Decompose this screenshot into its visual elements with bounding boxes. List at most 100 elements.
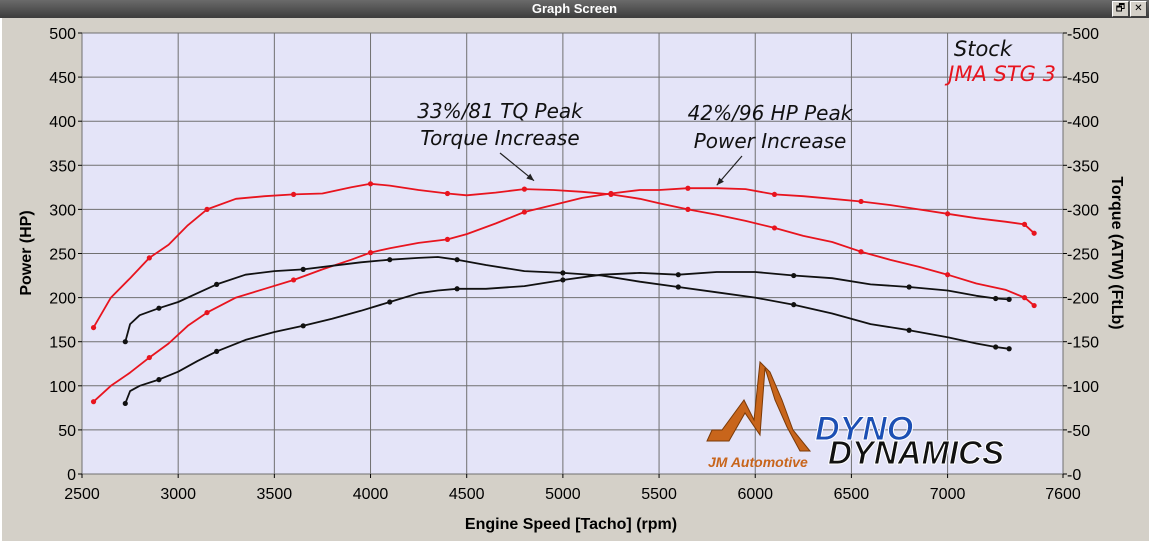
jma-stg-3-torque-point — [1031, 302, 1037, 309]
x-tick-label: 6500 — [834, 486, 870, 503]
jma-stg-3-power-point — [521, 209, 528, 215]
x-tick-label: 4000 — [353, 486, 389, 503]
y-axis-left-label: Power (HP) — [18, 210, 35, 295]
x-tick-label: 3500 — [257, 486, 293, 503]
jma-stg-3-torque-point — [146, 255, 152, 261]
x-tick-label: 7000 — [930, 486, 966, 503]
x-axis-label: Engine Speed [Tacho] (rpm) — [465, 516, 677, 533]
jma-stg-3-power-point — [90, 399, 97, 405]
stock-power-point — [387, 299, 393, 305]
stock-torque-point — [214, 281, 220, 287]
y-left-tick-label: 50 — [58, 423, 76, 440]
window-title: Graph Screen — [531, 1, 618, 16]
stock-power-point — [156, 377, 162, 383]
y-right-tick-label: -150 — [1067, 335, 1099, 352]
y-right-tick-label: -0 — [1067, 467, 1081, 484]
jma-stg-3-power-point — [944, 211, 951, 217]
y-left-tick-label: 450 — [49, 70, 76, 87]
stock-power-point — [214, 348, 220, 355]
y-right-tick-label: -350 — [1067, 158, 1099, 175]
jma-stg-3-power-point — [1031, 230, 1037, 236]
title-bar[interactable]: Graph Screen 🗗 ✕ — [0, 0, 1149, 18]
annotation-1-arrowhead — [526, 173, 535, 181]
jma-stg-3-torque-point — [944, 272, 951, 278]
y-left-tick-label: 0 — [67, 467, 76, 484]
logo-company-text: JM Automotive — [708, 454, 808, 470]
jma-stg-3-power-line — [92, 187, 1035, 403]
legend-jma-stg3: JMA STG 3 — [944, 62, 1056, 86]
y-right-tick-label: -300 — [1067, 202, 1099, 219]
y-right-tick-label: -450 — [1067, 70, 1099, 87]
annotation-1-line-2: Torque Increase — [420, 126, 579, 150]
y-left-tick-label: 400 — [49, 114, 76, 131]
jma-stg-3-torque-point — [771, 225, 778, 231]
y-right-tick-label: -500 — [1067, 26, 1099, 43]
x-tick-label: 5000 — [545, 486, 581, 503]
stock-torque-point — [1006, 346, 1012, 352]
y-right-tick-label: -250 — [1067, 247, 1099, 264]
logo-brand-dynamics: DYNAMICS — [828, 434, 1004, 471]
jma-stg-3-power-point — [146, 354, 152, 361]
stock-power-point — [906, 284, 912, 290]
jma-stg-3-torque-line — [92, 182, 1035, 329]
restore-icon[interactable]: 🗗 — [1112, 1, 1129, 17]
jm-automotive-logo-mark — [706, 360, 812, 452]
close-icon[interactable]: ✕ — [1130, 1, 1147, 17]
stock-torque-point — [122, 339, 128, 345]
y-right-tick-label: -100 — [1067, 379, 1099, 396]
jma-stg-3-torque-point — [685, 206, 691, 212]
jma-stg-3-power-point — [858, 198, 864, 205]
jma-stg-3-torque-point — [367, 181, 374, 187]
y-left-tick-label: 200 — [49, 291, 76, 308]
stock-power-point — [791, 272, 797, 279]
y-left-tick-label: 300 — [49, 202, 76, 219]
jma-stg-3-power-point — [608, 190, 614, 197]
jma-stg-3-power-point — [771, 191, 778, 198]
stock-torque-point — [791, 302, 797, 308]
y-right-tick-label: -200 — [1067, 291, 1099, 308]
x-tick-label: 6000 — [737, 486, 773, 503]
stock-power-point — [454, 286, 460, 292]
jma-stg-3-torque-point — [290, 191, 297, 198]
stock-power-point — [675, 272, 681, 278]
x-tick-label: 3000 — [160, 486, 196, 503]
jma-stg-3-torque-point — [90, 324, 97, 331]
jma-stg-3-torque-point — [1021, 295, 1028, 301]
stock-power-line — [124, 271, 1010, 404]
jma-stg-3-power-point — [1021, 221, 1028, 227]
stock-torque-point — [300, 266, 306, 272]
x-tick-label: 2500 — [64, 486, 100, 503]
x-tick-label: 7600 — [1045, 486, 1081, 503]
stock-torque-point — [993, 344, 999, 350]
jma-stg-3-power-point — [367, 250, 374, 256]
y-left-tick-label: 150 — [49, 335, 76, 352]
jma-stg-3-power-point — [444, 236, 451, 242]
stock-power-point — [122, 400, 128, 407]
stock-torque-point — [387, 257, 393, 263]
annotation-2-arrowhead — [716, 177, 724, 186]
y-axis-right-label: Torque (ATW) (FtLb) — [1108, 176, 1125, 329]
logo-group: JM Automotive DYNO DYNAMICS — [706, 360, 1005, 472]
jma-stg-3-torque-point — [204, 206, 210, 212]
stock-torque-point — [156, 305, 162, 311]
y-left-tick-label: 100 — [49, 379, 76, 396]
stock-power-point — [300, 323, 306, 329]
stock-torque-point — [454, 257, 460, 263]
jma-stg-3-power-point — [204, 309, 210, 316]
stock-power-point — [560, 277, 566, 283]
axis-ticks: 2500 3000 3500 4000 4500 5000 5500 6000 6500 7000… — [49, 26, 1099, 503]
y-left-tick-label: 350 — [49, 158, 76, 175]
logo-brand-dyno: DYNO — [815, 410, 913, 448]
y-right-tick-label: -50 — [1067, 423, 1090, 440]
y-left-tick-label: 250 — [49, 247, 76, 264]
jma-stg-3-power-point — [290, 277, 297, 283]
stock-torque-point — [675, 284, 681, 290]
stock-torque-line — [124, 256, 1010, 350]
annotation-2-line-1: 42%/96 HP Peak — [688, 101, 854, 125]
y-left-tick-label: 500 — [49, 26, 76, 43]
x-tick-label: 5500 — [641, 486, 677, 503]
stock-power-point — [993, 295, 999, 302]
annotations-group: 33%/81 TQ Peak Torque Increase 42%/96 HP P… — [417, 99, 854, 186]
